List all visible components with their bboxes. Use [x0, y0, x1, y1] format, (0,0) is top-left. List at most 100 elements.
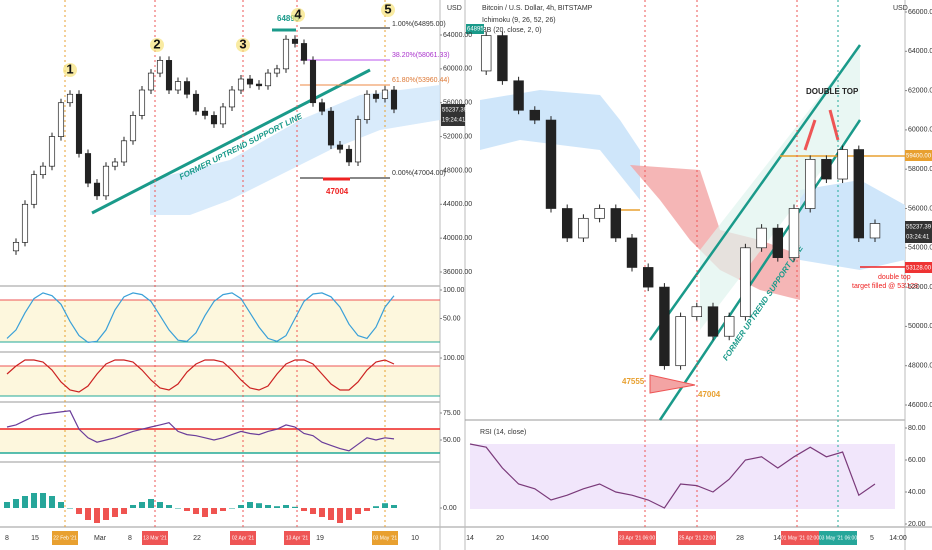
- wave-label: 5: [384, 1, 391, 16]
- y-tick-label: 60.00: [908, 457, 926, 464]
- tag: [905, 262, 932, 273]
- cloud: [800, 180, 905, 270]
- wave-label: 2: [153, 36, 160, 51]
- candle: [282, 38, 290, 70]
- macd-bar: [229, 508, 235, 509]
- macd-bar: [310, 508, 316, 514]
- macd-bar: [355, 508, 361, 514]
- tag: [441, 104, 465, 126]
- candle: [327, 110, 335, 146]
- macd-bar: [148, 499, 154, 508]
- candle: [372, 93, 380, 99]
- candle: [39, 165, 47, 176]
- y-tick-label: 64000.00: [908, 48, 932, 55]
- candle: [561, 208, 573, 239]
- x-tick-label: 03 May '21 06:00: [819, 535, 857, 541]
- x-tick-label: 8: [128, 535, 132, 542]
- date-box: [284, 531, 310, 545]
- stoch2-band: [0, 366, 440, 396]
- wave-badge: [236, 38, 250, 52]
- macd-bar: [346, 508, 352, 520]
- macd-bar: [220, 508, 226, 511]
- y-tick-label: 100.00: [443, 355, 465, 362]
- macd-bar: [121, 508, 127, 514]
- candle: [210, 115, 218, 125]
- y-tick-label: 44000.00: [443, 201, 472, 208]
- wave-badge: [291, 8, 305, 22]
- macd-bar: [328, 508, 334, 520]
- macd-bar: [157, 502, 163, 508]
- macd-bar: [112, 508, 118, 517]
- candle: [390, 89, 398, 110]
- trendline: [648, 44, 862, 341]
- macd-bar: [67, 508, 73, 509]
- wave-badge: [381, 3, 395, 17]
- candle: [93, 182, 101, 197]
- macd-bar: [256, 503, 262, 508]
- candle: [756, 227, 767, 249]
- candle: [30, 174, 38, 205]
- x-tick-label: 8: [5, 535, 9, 542]
- candle: [291, 38, 299, 44]
- candle: [707, 306, 719, 337]
- candle: [853, 149, 865, 239]
- date-box: [142, 531, 168, 545]
- macd-bar: [85, 508, 91, 520]
- candle: [129, 115, 137, 142]
- x-tick-label: 13 Apr '21: [286, 535, 309, 541]
- y-tick-label: 60000.00: [908, 127, 932, 134]
- y-tick-label: 75.00: [443, 410, 461, 417]
- fib: 61.80%(53960.44): [392, 77, 450, 84]
- tag-text: 64895: [467, 27, 484, 33]
- candle: [513, 80, 524, 111]
- macd-bar: [22, 496, 28, 508]
- y-tick-label: 80.00: [908, 425, 926, 432]
- candle: [740, 247, 751, 317]
- candle: [192, 93, 200, 112]
- date-box: [372, 531, 398, 545]
- candle: [219, 106, 227, 125]
- candle: [354, 119, 362, 163]
- candle: [675, 316, 686, 367]
- macd-bar: [211, 508, 217, 514]
- macd-bar: [58, 502, 64, 508]
- candle: [156, 60, 164, 74]
- x-tick-label: 03 May '21: [373, 535, 398, 541]
- y-tick-label: 52000.00: [908, 284, 932, 291]
- macd-bar: [373, 506, 379, 508]
- candle: [545, 119, 557, 209]
- y-tick-label: 60000.00: [443, 66, 472, 73]
- candle: [345, 148, 353, 163]
- indicator-line: [6, 410, 395, 452]
- macd-bar: [238, 505, 244, 508]
- candle: [264, 72, 272, 87]
- candle: [381, 89, 389, 99]
- trendline: [91, 68, 371, 215]
- candle: [174, 81, 182, 91]
- note: target filled @ 53'128: [852, 283, 918, 290]
- indicator: BB (20, close, 2, 0): [482, 27, 542, 34]
- x-tick-label: 22 Feb '21: [53, 535, 77, 541]
- indicator-line: [6, 292, 395, 344]
- y-tick-label: 64000.00: [443, 32, 472, 39]
- candle: [228, 89, 236, 108]
- y-tick-label: 54000.00: [908, 245, 932, 252]
- x-tick-label: 13 Mar '21: [143, 535, 167, 541]
- macd-bar: [283, 505, 289, 508]
- y-tick-label: 20.00: [908, 521, 926, 528]
- candle: [147, 72, 155, 91]
- tag-text: 55237.39: [906, 225, 932, 231]
- candle: [336, 144, 344, 150]
- candle: [255, 83, 263, 87]
- candle: [138, 89, 146, 116]
- candle: [480, 35, 492, 72]
- macd-bar: [130, 505, 136, 508]
- macd-bar: [184, 508, 190, 511]
- macd-bar: [49, 496, 55, 508]
- fib: 0.00%(47004.00): [392, 170, 446, 177]
- y-tick-label: 0.00: [443, 505, 457, 512]
- candle: [869, 223, 881, 239]
- candle: [111, 161, 119, 167]
- macd-bar: [13, 499, 19, 508]
